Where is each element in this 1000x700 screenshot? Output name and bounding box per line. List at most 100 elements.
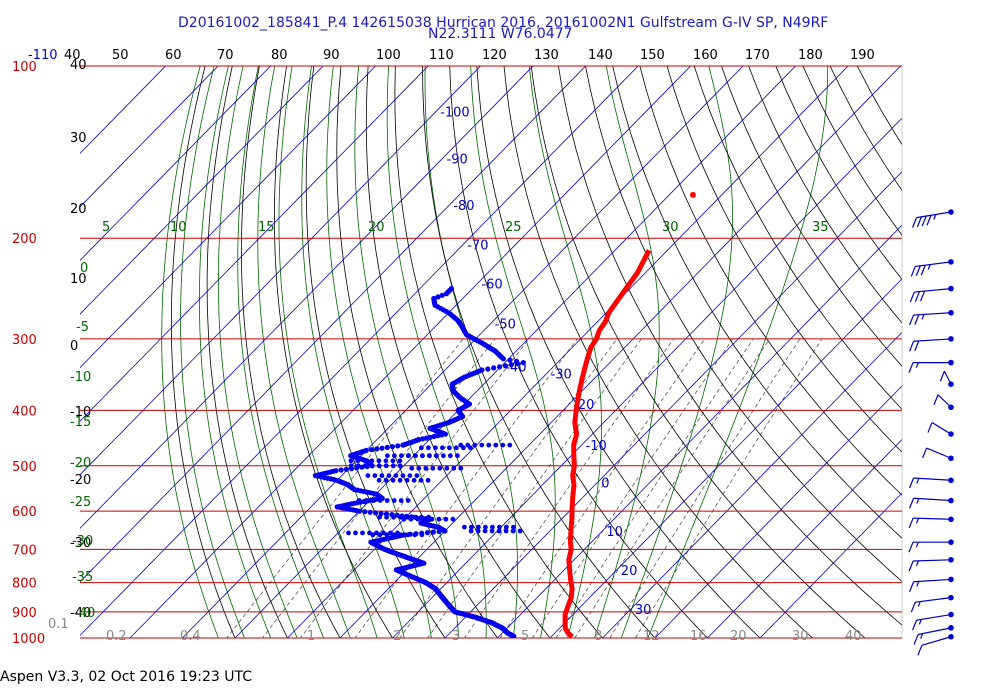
dewpoint-point [409, 465, 415, 471]
isotherm-line [654, 385, 902, 638]
wind-barb [909, 497, 954, 509]
wind-barb-flag [909, 497, 915, 509]
dewpoint-point [401, 516, 407, 522]
dewpoint-point [374, 446, 380, 452]
dewpoint-point [412, 532, 418, 538]
mixing-ratio-line [555, 338, 754, 638]
wind-barb [909, 477, 954, 489]
top-temperature-label: 80 [271, 48, 288, 63]
dry-adiabat-line [585, 66, 902, 583]
dewpoint-point [482, 528, 488, 534]
isotherm-line [706, 438, 902, 638]
pressure-label: 600 [12, 505, 37, 520]
footer-text: Aspen V3.3, 02 Oct 2016 19:23 UTC [0, 669, 252, 685]
dry-adiabat-label: 30 [70, 131, 87, 146]
moist-adiabat-label: 10 [170, 220, 187, 235]
moist-adiabat-line [161, 66, 219, 638]
isotherm-line [391, 117, 902, 638]
dewpoint-point [500, 442, 506, 448]
dewpoint-point [356, 498, 362, 503]
pressure-label: 300 [12, 333, 37, 348]
mixing-ratio-line [354, 338, 578, 638]
dewpoint-point [383, 458, 389, 464]
mixing-ratio-label: 20 [730, 629, 747, 644]
top-temperature-label: 70 [217, 48, 234, 63]
temperature-point [689, 191, 696, 198]
isotherm-line [759, 492, 902, 638]
pressure-label: 800 [12, 577, 37, 592]
dewpoint-point [343, 466, 349, 472]
moist-adiabat-label: -5 [76, 320, 89, 335]
dewpoint-point [413, 453, 418, 459]
dewpoint-point [425, 477, 431, 483]
wind-barb [913, 625, 954, 645]
wind-barb-staff [913, 338, 952, 342]
dry-adiabat-line [721, 66, 902, 367]
mixing-ratio-label: 3 [452, 629, 460, 644]
wind-barb-half [916, 581, 920, 587]
dewpoint-point [397, 463, 403, 469]
wind-barb-staff [921, 636, 952, 646]
dry-adiabat-line [476, 66, 761, 638]
moist-adiabat-label: -30 [72, 534, 93, 549]
dewpoint-point [468, 528, 474, 534]
chart-title: D20161002_185841_P.4 142615038 Hurrican … [178, 15, 829, 31]
dewpoint-point [377, 498, 383, 503]
wind-barb-flag [908, 541, 914, 553]
dewpoint-point [370, 532, 376, 538]
dewpoint-point [443, 516, 449, 522]
wind-barb-flag [912, 619, 918, 631]
moist-adiabat-line [180, 66, 245, 638]
dewpoint-point [399, 453, 404, 459]
mixing-ratio-line [574, 338, 770, 638]
dry-adiabat-line [748, 66, 902, 324]
dewpoint-point [422, 516, 428, 522]
dry-adiabat-line [171, 66, 236, 638]
isotherm-label: -50 [495, 318, 516, 333]
dewpoint-point [372, 473, 378, 478]
wind-barb-half [915, 560, 920, 567]
moist-adiabat-line [620, 66, 733, 638]
isotherm-line [80, 66, 534, 529]
dewpoint-point [508, 362, 514, 368]
dry-adiabat-line [206, 66, 288, 638]
dry-adiabat-line [449, 66, 709, 638]
dewpoint-point [411, 477, 417, 483]
wind-barb-flag [926, 215, 932, 226]
dewpoint-point [400, 473, 406, 478]
dewpoint-point [447, 445, 452, 451]
dewpoint-point [414, 473, 420, 478]
dewpoint-point [435, 294, 441, 300]
wind-barb-staff [913, 312, 952, 316]
dewpoint-point [442, 528, 448, 534]
dry-adiabat-label: 20 [70, 202, 87, 217]
pressure-label: 100 [12, 60, 37, 75]
mixing-ratio-label: 2 [393, 629, 401, 644]
moist-adiabat-line [528, 66, 602, 638]
isotherm-line [129, 66, 691, 638]
dewpoint-point [400, 442, 406, 448]
wind-barb-flag [917, 645, 923, 656]
wind-barb-flag [910, 601, 916, 613]
isotherm-line [286, 66, 849, 638]
wind-barb [908, 539, 954, 553]
dewpoint-point [384, 532, 390, 538]
dewpoint-point [376, 463, 382, 469]
dry-adiabat-line [274, 66, 393, 638]
moist-adiabat-line [594, 66, 660, 638]
dewpoint-point [391, 514, 396, 520]
isotherm-label: -60 [481, 277, 502, 292]
dewpoint-point [430, 529, 436, 535]
dewpoint-point [407, 473, 413, 478]
dewpoint-point [514, 361, 521, 367]
isotherm-label: 10 [606, 525, 623, 540]
mixing-ratio-line [499, 338, 706, 638]
dewpoint-point [377, 532, 383, 538]
dewpoint-point [365, 473, 371, 478]
dry-adiabat-line [530, 66, 866, 638]
dry-adiabat-line [305, 66, 446, 638]
dry-adiabat-label: -30 [70, 536, 91, 551]
dewpoint-point [377, 514, 382, 520]
pressure-label: 1000 [12, 632, 45, 647]
isotherm-line [80, 66, 376, 369]
